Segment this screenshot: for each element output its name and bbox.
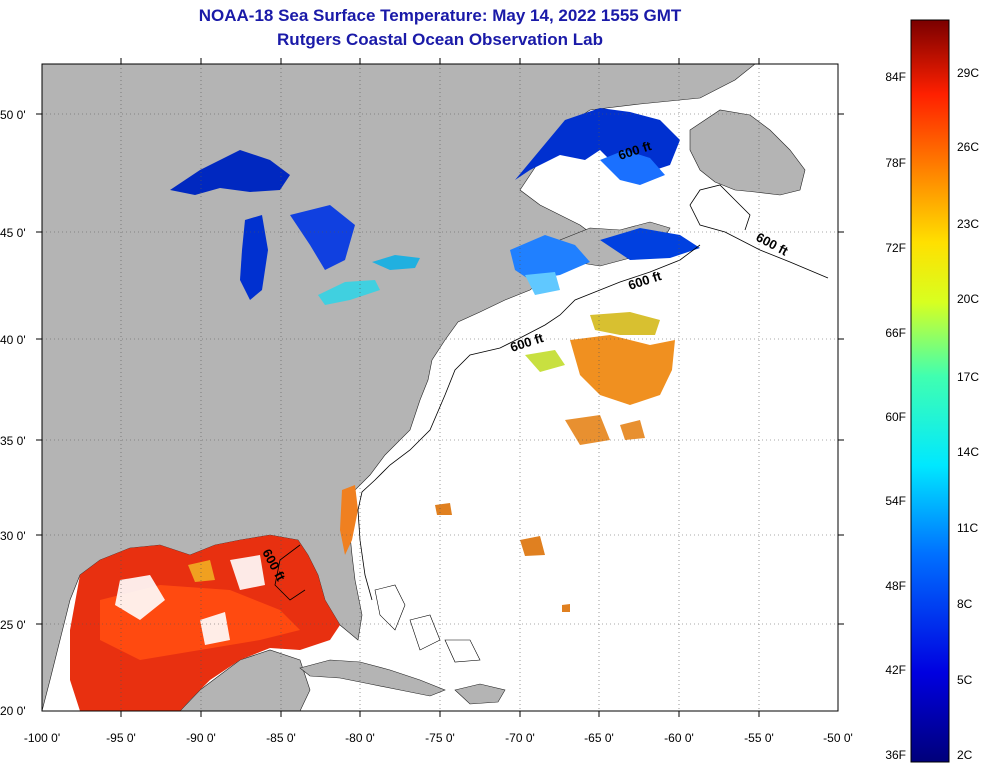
lat-label: 35 0' <box>0 434 26 448</box>
colorbar-c-label: 23C <box>957 217 979 231</box>
map-grid <box>42 64 838 711</box>
colorbar-c-label: 14C <box>957 445 979 459</box>
lake-erie <box>318 280 380 305</box>
contour-600ft <box>274 184 829 601</box>
colorbar-f-label: 48F <box>885 579 906 593</box>
lon-label: -80 0' <box>345 731 375 745</box>
sst-offshore-patch-4 <box>565 415 645 445</box>
sst-st-lawrence-plume <box>600 150 665 185</box>
lake-ontario <box>372 255 420 270</box>
colorbar-f-label: 78F <box>885 156 906 170</box>
lat-label: 25 0' <box>0 618 26 632</box>
lon-label: -95 0' <box>106 731 136 745</box>
sst-offshore-patch-5 <box>435 503 570 612</box>
colorbar-f-labels: 84F 78F 72F 66F 60F 54F 48F 42F 36F <box>885 70 906 762</box>
lat-label: 30 0' <box>0 529 26 543</box>
lon-label: -90 0' <box>186 731 216 745</box>
map-subtitle: Rutgers Coastal Ocean Observation Lab <box>277 30 603 49</box>
map-frame: 600 ft 600 ft 600 ft 600 ft 600 ft <box>42 64 838 711</box>
sst-offshore-patch-3 <box>525 350 565 372</box>
colorbar-f-label: 60F <box>885 410 906 424</box>
lon-label: -65 0' <box>584 731 614 745</box>
sst-offshore-patch-1 <box>570 335 675 405</box>
sst-florida-coast <box>340 485 358 555</box>
colorbar-c-label: 26C <box>957 140 979 154</box>
land-hispaniola <box>454 683 506 705</box>
land-yucatan <box>179 649 311 711</box>
lon-label: -55 0' <box>744 731 774 745</box>
colorbar-f-label: 84F <box>885 70 906 84</box>
longitude-axis: -100 0' -95 0' -90 0' -85 0' -80 0' -75 … <box>24 731 853 745</box>
cloud-gulf <box>115 555 265 645</box>
lon-label: -75 0' <box>425 731 455 745</box>
colorbar-f-label: 42F <box>885 663 906 677</box>
sst-gulf-of-maine <box>510 235 590 280</box>
latitude-axis: 50 0' 45 0' 40 0' 35 0' 30 0' 25 0' 20 0… <box>0 108 26 718</box>
land-newfoundland <box>689 109 806 196</box>
lake-huron <box>290 205 355 270</box>
sst-gulf-coastal <box>188 560 215 582</box>
lon-label: -70 0' <box>505 731 535 745</box>
lon-label: -85 0' <box>266 731 296 745</box>
lake-michigan <box>240 215 268 300</box>
lat-label: 40 0' <box>0 333 26 347</box>
colorbar-c-label: 8C <box>957 597 973 611</box>
land-cuba <box>299 659 446 697</box>
sst-offshore-patch-2 <box>590 312 660 335</box>
colorbar-f-label: 36F <box>885 748 906 762</box>
colorbar-f-label: 72F <box>885 241 906 255</box>
colorbar-c-label: 20C <box>957 292 979 306</box>
colorbar-c-label: 29C <box>957 66 979 80</box>
lon-label: -100 0' <box>24 731 60 745</box>
colorbar-c-label: 5C <box>957 673 973 687</box>
sst-scotian-shelf <box>600 228 700 260</box>
lon-label: -50 0' <box>823 731 853 745</box>
colorbar-c-label: 2C <box>957 748 973 762</box>
colorbar <box>910 19 950 763</box>
map-title: NOAA-18 Sea Surface Temperature: May 14,… <box>198 6 682 25</box>
lat-label: 45 0' <box>0 226 26 240</box>
colorbar-c-label: 11C <box>957 521 978 535</box>
colorbar-c-labels: 29C 26C 23C 20C 17C 14C 11C 8C 5C 2C <box>957 66 979 762</box>
colorbar-c-label: 17C <box>957 370 979 384</box>
sst-shelf-patch <box>525 272 560 295</box>
lon-label: -60 0' <box>664 731 694 745</box>
lake-superior <box>170 150 290 195</box>
colorbar-f-label: 54F <box>885 494 906 508</box>
axis-ticks <box>36 58 844 717</box>
lat-label: 50 0' <box>0 108 26 122</box>
colorbar-f-label: 66F <box>885 326 906 340</box>
lat-label: 20 0' <box>0 704 26 718</box>
